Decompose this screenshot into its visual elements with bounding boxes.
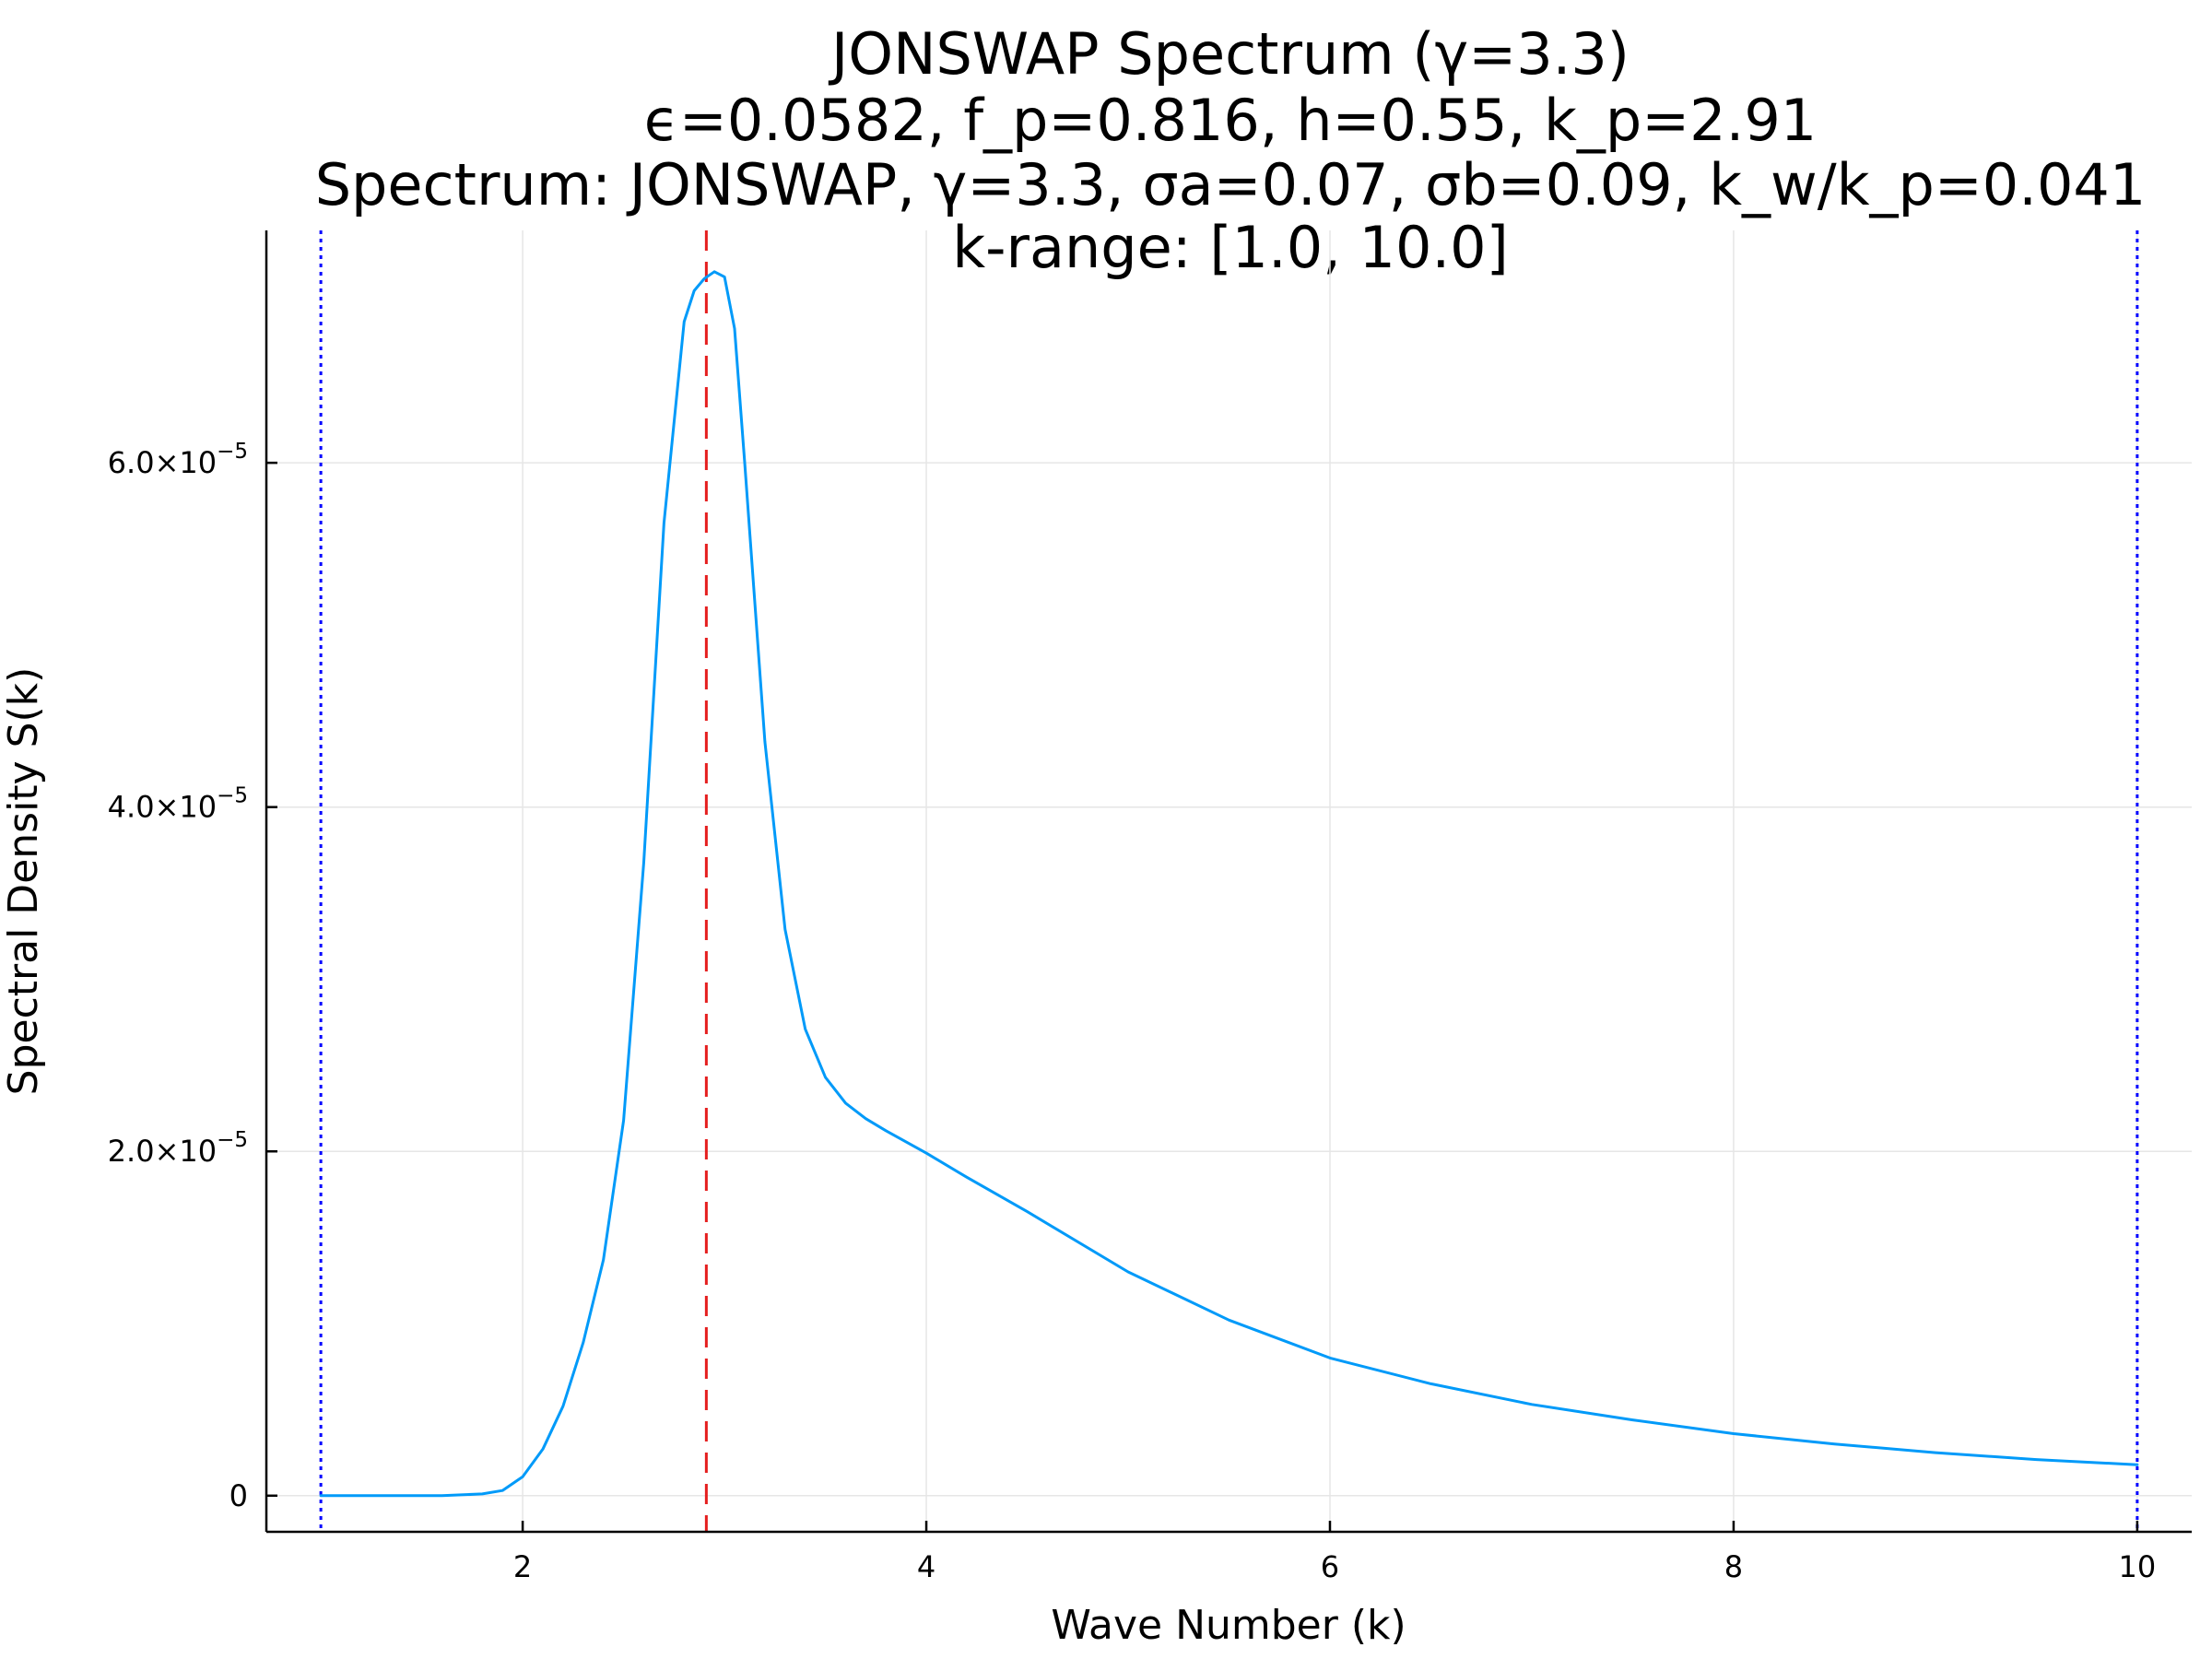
grid-layer [266, 230, 2192, 1532]
series-layer [319, 270, 2139, 1498]
y-tick-label: 6.0×10−5 [108, 440, 248, 480]
y-tick-label: 2.0×10−5 [108, 1128, 248, 1169]
axes-frame [265, 230, 2192, 1534]
x-tick-label: 4 [917, 1549, 935, 1584]
tick-layer: 2 4 6 8 10 0 2.0×10−5 4.0×10−5 6.0×10−5 [108, 440, 2157, 1584]
y-tick-label: 4.0×10−5 [108, 784, 248, 825]
chart-title: JONSWAP Spectrum (γ=3.3) ϵ=0.0582, f_p=0… [315, 20, 2147, 281]
x-tick-label: 10 [2119, 1549, 2157, 1584]
y-tick-label: 0 [229, 1478, 248, 1513]
x-tick-label: 6 [1321, 1549, 1339, 1584]
x-axis-label: Wave Number (k) [1051, 1602, 1406, 1649]
x-tick-label: 8 [1724, 1549, 1743, 1584]
chart-title-line-3: Spectrum: JONSWAP, γ=3.3, σa=0.07, σb=0.… [315, 151, 2147, 218]
reference-lines [319, 230, 2139, 1532]
x-tick-label: 2 [513, 1549, 532, 1584]
spectrum-series-line [319, 270, 2139, 1498]
y-axis-label: Spectral Density S(k) [0, 667, 47, 1096]
chart-title-line-2: ϵ=0.0582, f_p=0.816, h=0.55, k_p=2.91 [644, 87, 1817, 154]
chart-title-line-4: k-range: [1.0, 10.0] [952, 214, 1509, 281]
chart-title-line-1: JONSWAP Spectrum (γ=3.3) [828, 20, 1630, 88]
